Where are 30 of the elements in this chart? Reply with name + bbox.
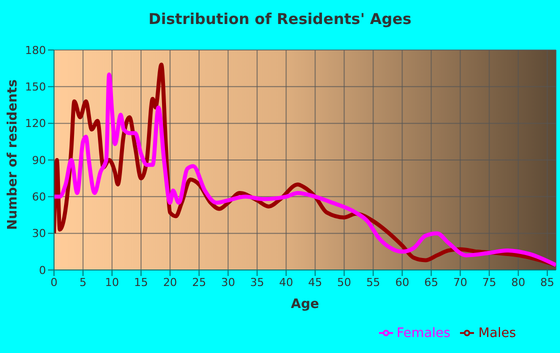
x-tick-label: 55 [366,276,380,289]
x-tick-label: 25 [192,276,206,289]
x-tick-label: 0 [50,276,58,289]
y-tick-label: 60 [32,190,46,204]
x-tick-label: 35 [250,276,264,289]
x-tick-label: 15 [134,276,148,289]
y-tick-label: 90 [32,154,46,167]
y-axis-title: Number of residents [6,79,21,230]
x-tick-label: 85 [540,276,554,289]
x-tick-label: 50 [337,276,352,289]
x-tick-label: 45 [308,276,322,289]
x-tick-label: 10 [105,276,120,289]
y-tick-label: 0 [39,264,46,277]
legend-label: Females [396,326,450,341]
x-tick-label: 70 [453,276,468,289]
x-tick-label: 75 [482,276,496,289]
x-tick-label: 80 [511,276,526,289]
x-tick-label: 5 [80,276,87,289]
x-tick-label: 60 [395,276,410,289]
x-tick-label: 30 [221,276,236,289]
y-tick-label: 30 [32,227,46,240]
chart-title: Distribution of Residents' Ages [148,10,412,28]
legend-label: Males [478,326,516,341]
x-tick-label: 65 [424,276,438,289]
y-tick-label: 120 [25,117,46,130]
x-axis-title: Age [290,297,320,312]
x-tick-label: 20 [163,276,178,289]
y-tick-label: 180 [25,44,46,57]
y-tick-label: 150 [25,80,46,94]
x-tick-label: 40 [279,276,294,289]
